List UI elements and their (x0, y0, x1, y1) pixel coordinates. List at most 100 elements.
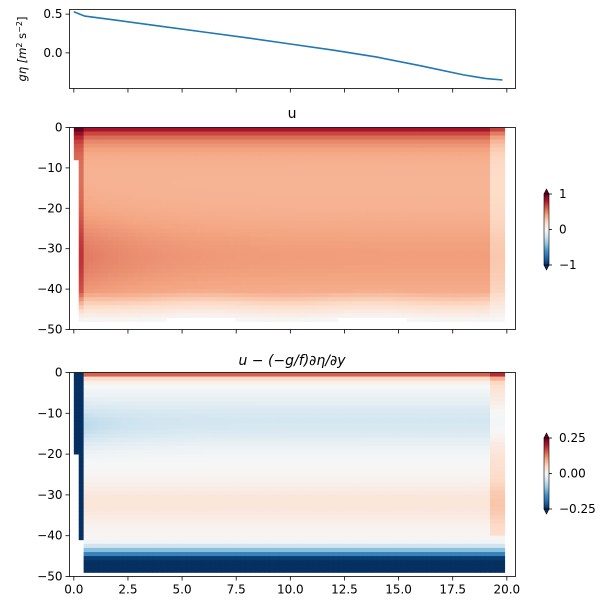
heatmap-cell (489, 276, 496, 282)
heatmap-cell (294, 256, 300, 262)
heatmap-cell (303, 268, 310, 274)
heatmap-cell (450, 212, 457, 217)
heatmap-cell (387, 228, 393, 233)
heatmap-cell (372, 155, 378, 161)
heatmap-cell (480, 380, 486, 386)
heatmap-cell (328, 232, 334, 237)
heatmap-cell (215, 272, 222, 278)
heatmap-cell (206, 212, 212, 217)
heatmap-cell (245, 180, 251, 185)
heatmap-cell (480, 163, 486, 169)
heatmap-cell (240, 171, 246, 177)
heatmap-cell (494, 301, 501, 306)
heatmap-cell (411, 180, 417, 185)
heatmap-cell (240, 289, 246, 294)
heatmap-cell (235, 281, 241, 286)
heatmap-cell (480, 131, 486, 136)
heatmap-cell (303, 392, 310, 398)
heatmap-cell (475, 139, 481, 145)
heatmap-cell (494, 127, 501, 132)
heatmap-cell (494, 384, 501, 390)
heatmap-cell (343, 139, 349, 145)
heatmap-cell (284, 135, 290, 141)
heatmap-cell (274, 317, 280, 322)
heatmap-cell (83, 212, 89, 217)
heatmap-cell (328, 260, 334, 266)
heatmap-cell (441, 376, 447, 382)
heatmap-cell (274, 285, 280, 290)
heatmap-cell (215, 252, 222, 258)
heatmap-cell (431, 384, 437, 390)
heatmap-cell (157, 224, 163, 229)
heatmap-cell (441, 244, 447, 250)
heatmap-cell (348, 268, 354, 274)
heatmap-cell (166, 167, 173, 173)
heatmap-cell (421, 180, 427, 185)
heatmap-cell (416, 248, 422, 254)
heatmap-cell (191, 208, 197, 213)
heatmap-cell (455, 313, 462, 318)
heatmap-cell (161, 131, 168, 136)
heatmap-cell (362, 127, 368, 132)
heatmap-cell (323, 208, 329, 213)
heatmap-cell (323, 248, 329, 254)
heatmap-cell (240, 293, 246, 298)
heatmap-cell (117, 192, 124, 197)
heatmap-cell (382, 285, 388, 290)
heatmap-cell (181, 392, 187, 398)
heatmap-cell (117, 151, 124, 157)
heatmap-cell (445, 127, 452, 132)
heatmap-cell (436, 244, 442, 250)
heatmap-cell (299, 272, 305, 278)
heatmap-cell (313, 151, 320, 157)
heatmap-cell (489, 224, 496, 229)
heatmap-cell (460, 216, 466, 221)
heatmap-cell (201, 396, 207, 402)
heatmap-cell (171, 301, 178, 306)
heatmap-cell (83, 175, 89, 181)
heatmap-cell (357, 204, 364, 209)
heatmap-cell (176, 143, 182, 149)
heatmap-cell (176, 297, 182, 302)
heatmap-cell (78, 297, 85, 302)
heatmap-cell (470, 289, 476, 294)
heatmap-cell (83, 372, 89, 377)
heatmap-cell (436, 392, 442, 398)
heatmap-cell (318, 248, 324, 254)
heatmap-cell (338, 405, 344, 410)
heatmap-cell (401, 313, 408, 318)
heatmap-cell (465, 204, 471, 209)
heatmap-cell (176, 232, 182, 237)
heatmap-cell (318, 293, 324, 298)
heatmap-cell (323, 188, 329, 193)
heatmap-cell (348, 204, 354, 209)
heatmap-cell (480, 248, 486, 254)
heatmap-cell (303, 180, 310, 185)
heatmap-cell (494, 163, 501, 169)
heatmap-cell (328, 208, 334, 213)
heatmap-cell (323, 159, 329, 165)
heatmap-cell (421, 175, 427, 181)
heatmap-cell (264, 384, 271, 390)
heatmap-cell (362, 392, 368, 398)
heatmap-cell (279, 228, 285, 233)
heatmap-cell (132, 272, 138, 278)
heatmap-cell (362, 216, 368, 221)
heatmap-cell (480, 313, 486, 318)
heatmap-cell (338, 131, 344, 136)
u-heatmap-field (73, 127, 506, 322)
heatmap-cell (157, 317, 163, 322)
heatmap-cell (313, 224, 320, 229)
heatmap-cell (392, 184, 398, 189)
heatmap-cell (382, 204, 388, 209)
heatmap-cell (455, 208, 462, 213)
heatmap-cell (362, 196, 368, 201)
heatmap-cell (152, 244, 158, 250)
heatmap-cell (333, 281, 339, 286)
heatmap-cell (313, 297, 320, 302)
heatmap-cell (303, 244, 310, 250)
heatmap-cell (137, 405, 143, 410)
heatmap-cell (460, 196, 466, 201)
heatmap-cell (465, 384, 471, 390)
heatmap-cell (245, 293, 251, 298)
